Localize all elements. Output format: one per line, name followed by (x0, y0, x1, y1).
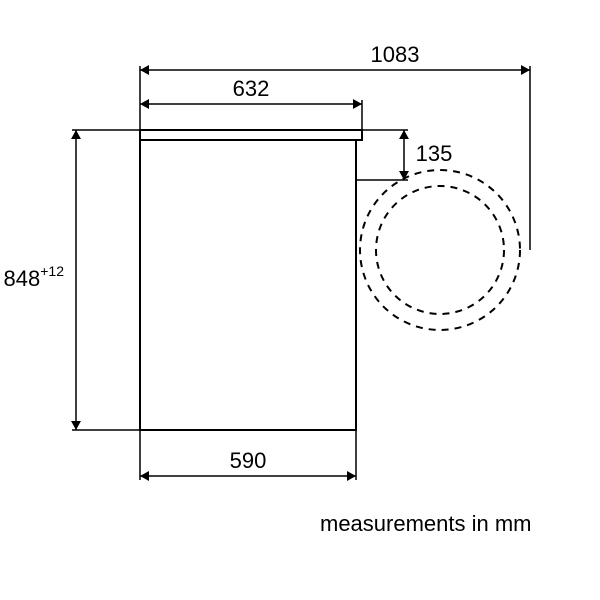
dim-body-depth: 632 (233, 76, 270, 101)
dim-panel-height: 135 (416, 141, 453, 166)
caption: measurements in mm (320, 511, 532, 536)
dim-height: 848+12 (4, 263, 65, 291)
door-swing-outer (360, 170, 520, 330)
dim-body-width: 590 (230, 448, 267, 473)
door-swing-inner (376, 186, 504, 314)
dimension-diagram: 1083 632 135 848+12 590 measurements in mm (0, 0, 600, 600)
dim-overall-width: 1083 (371, 42, 420, 67)
